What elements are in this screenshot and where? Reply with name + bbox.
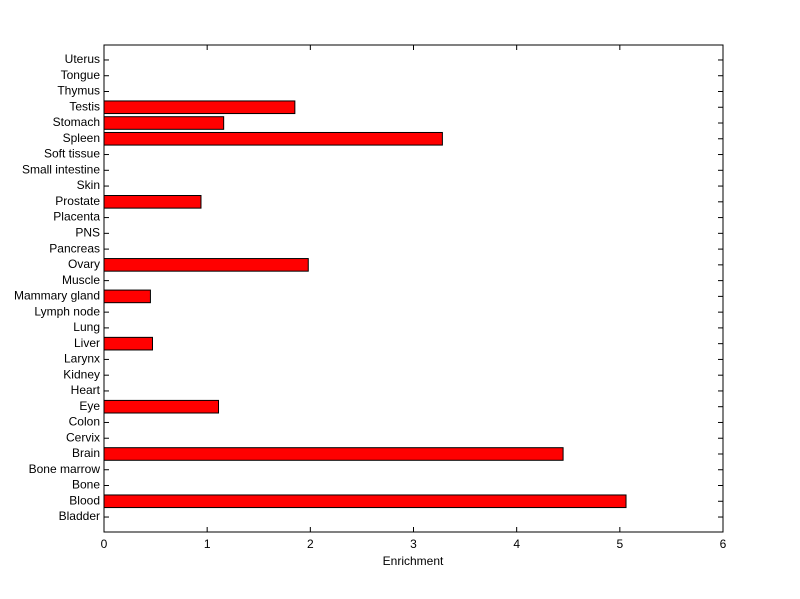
y-tick-label: Soft tissue [44, 147, 100, 161]
bar [103, 100, 296, 115]
y-tick-label: Pancreas [49, 241, 100, 255]
y-tick-label: Brain [72, 446, 100, 460]
bar [103, 289, 151, 304]
y-tick-label: Muscle [62, 273, 100, 287]
x-tick-label: 4 [513, 537, 520, 551]
y-tick-label: Bone marrow [29, 462, 101, 476]
x-tick-label: 6 [720, 537, 727, 551]
bar [103, 494, 627, 509]
bar [103, 336, 153, 351]
y-tick-label: Prostate [55, 194, 100, 208]
bar [103, 258, 309, 272]
bar [103, 131, 443, 146]
y-tick-label: Kidney [63, 367, 100, 381]
y-tick-label: Heart [71, 383, 101, 397]
y-tick-label: Mammary gland [14, 289, 100, 303]
y-tick-label: Liver [74, 336, 100, 350]
y-tick-label: Placenta [53, 210, 100, 224]
x-tick-label: 1 [204, 537, 211, 551]
y-tick-label: Larynx [64, 352, 100, 366]
y-tick-label: Colon [69, 415, 100, 429]
x-tick-label: 5 [616, 537, 623, 551]
bar [103, 116, 225, 130]
x-tick-label: 3 [410, 537, 417, 551]
y-tick-label: Skin [77, 178, 100, 192]
bar [103, 447, 564, 461]
y-tick-label: Lung [73, 320, 100, 334]
bar [103, 399, 220, 414]
y-tick-label: Bladder [59, 509, 100, 523]
y-tick-label: Lymph node [34, 304, 100, 318]
y-tick-label: Uterus [65, 52, 100, 66]
y-tick-label: Tongue [61, 68, 101, 82]
y-tick-label: Small intestine [22, 162, 100, 176]
y-tick-label: Cervix [66, 430, 100, 444]
y-tick-label: Ovary [68, 257, 100, 271]
x-tick-label: 0 [101, 537, 108, 551]
y-tick-label: Stomach [53, 115, 100, 129]
y-tick-label: Thymus [57, 84, 100, 98]
y-tick-label: Blood [69, 493, 100, 507]
y-tick-label: Bone [72, 478, 100, 492]
y-tick-label: Eye [79, 399, 100, 413]
y-tick-label: Testis [69, 99, 100, 113]
y-tick-label: PNS [75, 226, 100, 240]
y-tick-label: Spleen [63, 131, 100, 145]
x-tick-label: 2 [307, 537, 314, 551]
x-axis-label: Enrichment [383, 554, 444, 568]
bar [103, 195, 202, 209]
